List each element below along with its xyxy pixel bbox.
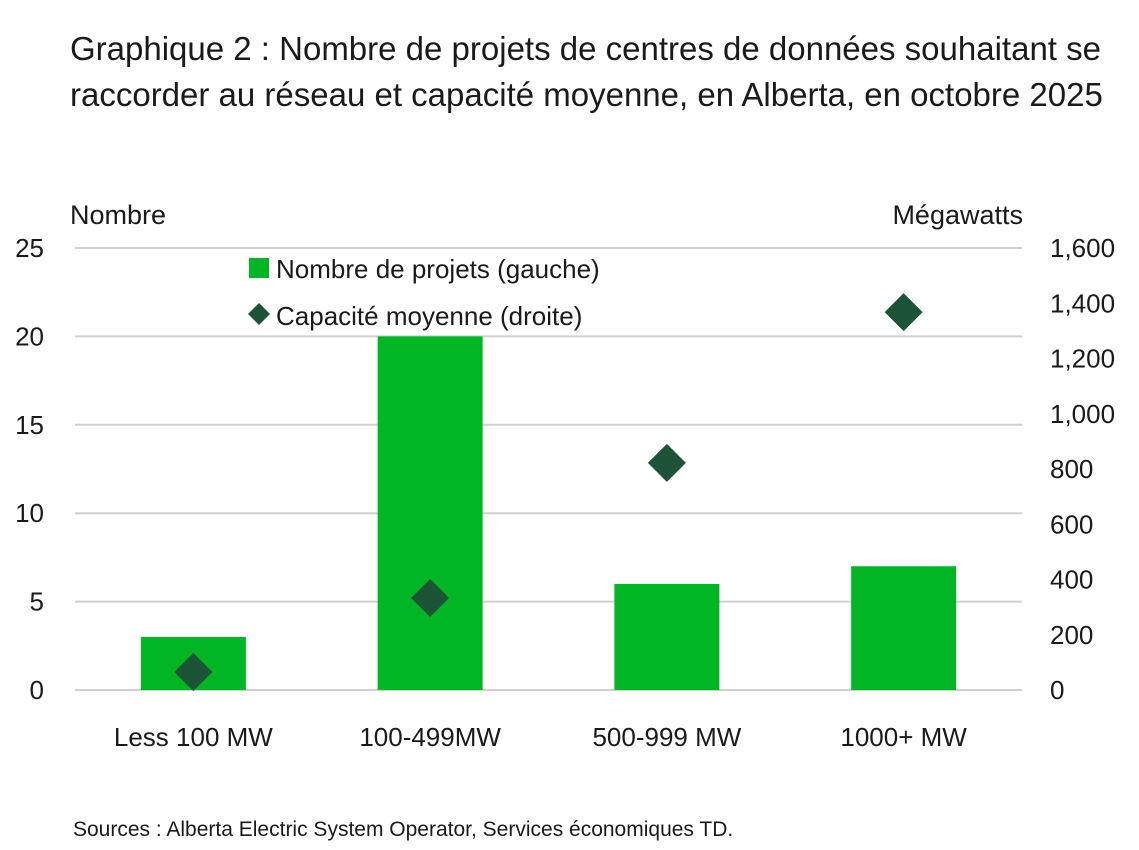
x-tick-label: 500-999 MW — [592, 722, 741, 752]
legend-diamond-swatch — [248, 303, 270, 325]
x-tick-label: Less 100 MW — [114, 722, 273, 752]
diamond-marker — [884, 293, 923, 332]
right-tick-label: 1,400 — [1050, 288, 1115, 318]
bar — [614, 583, 720, 690]
x-tick-label: 1000+ MW — [840, 722, 967, 752]
left-tick-label: 25 — [15, 233, 44, 263]
diamond-marker — [647, 443, 686, 482]
left-tick-label: 20 — [15, 321, 44, 351]
right-tick-label: 0 — [1050, 675, 1064, 705]
left-tick-label: 10 — [15, 498, 44, 528]
bar — [851, 566, 957, 690]
right-tick-label: 1,000 — [1050, 399, 1115, 429]
legend-diamond-label: Capacité moyenne (droite) — [276, 301, 582, 331]
right-tick-label: 800 — [1050, 454, 1093, 484]
right-axis-label: Mégawatts — [892, 200, 1023, 230]
left-axis-label: Nombre — [70, 200, 167, 230]
diamond-marker — [411, 579, 450, 618]
right-tick-label: 1,200 — [1050, 344, 1115, 374]
right-tick-label: 200 — [1050, 620, 1093, 650]
source-note: Sources : Alberta Electric System Operat… — [73, 818, 734, 841]
bar — [377, 336, 483, 690]
x-tick-label: 100-499MW — [359, 722, 501, 752]
left-tick-label: 5 — [30, 587, 44, 617]
left-tick-label: 15 — [15, 410, 44, 440]
chart-title: Graphique 2 : Nombre de projets de centr… — [70, 30, 1103, 113]
left-tick-label: 0 — [30, 675, 44, 705]
diamond-marker — [174, 653, 213, 692]
right-tick-label: 1,600 — [1050, 233, 1115, 263]
right-tick-label: 400 — [1050, 565, 1093, 595]
right-tick-label: 600 — [1050, 509, 1093, 539]
legend-bar-swatch — [249, 258, 269, 278]
legend-bar-label: Nombre de projets (gauche) — [276, 254, 600, 284]
